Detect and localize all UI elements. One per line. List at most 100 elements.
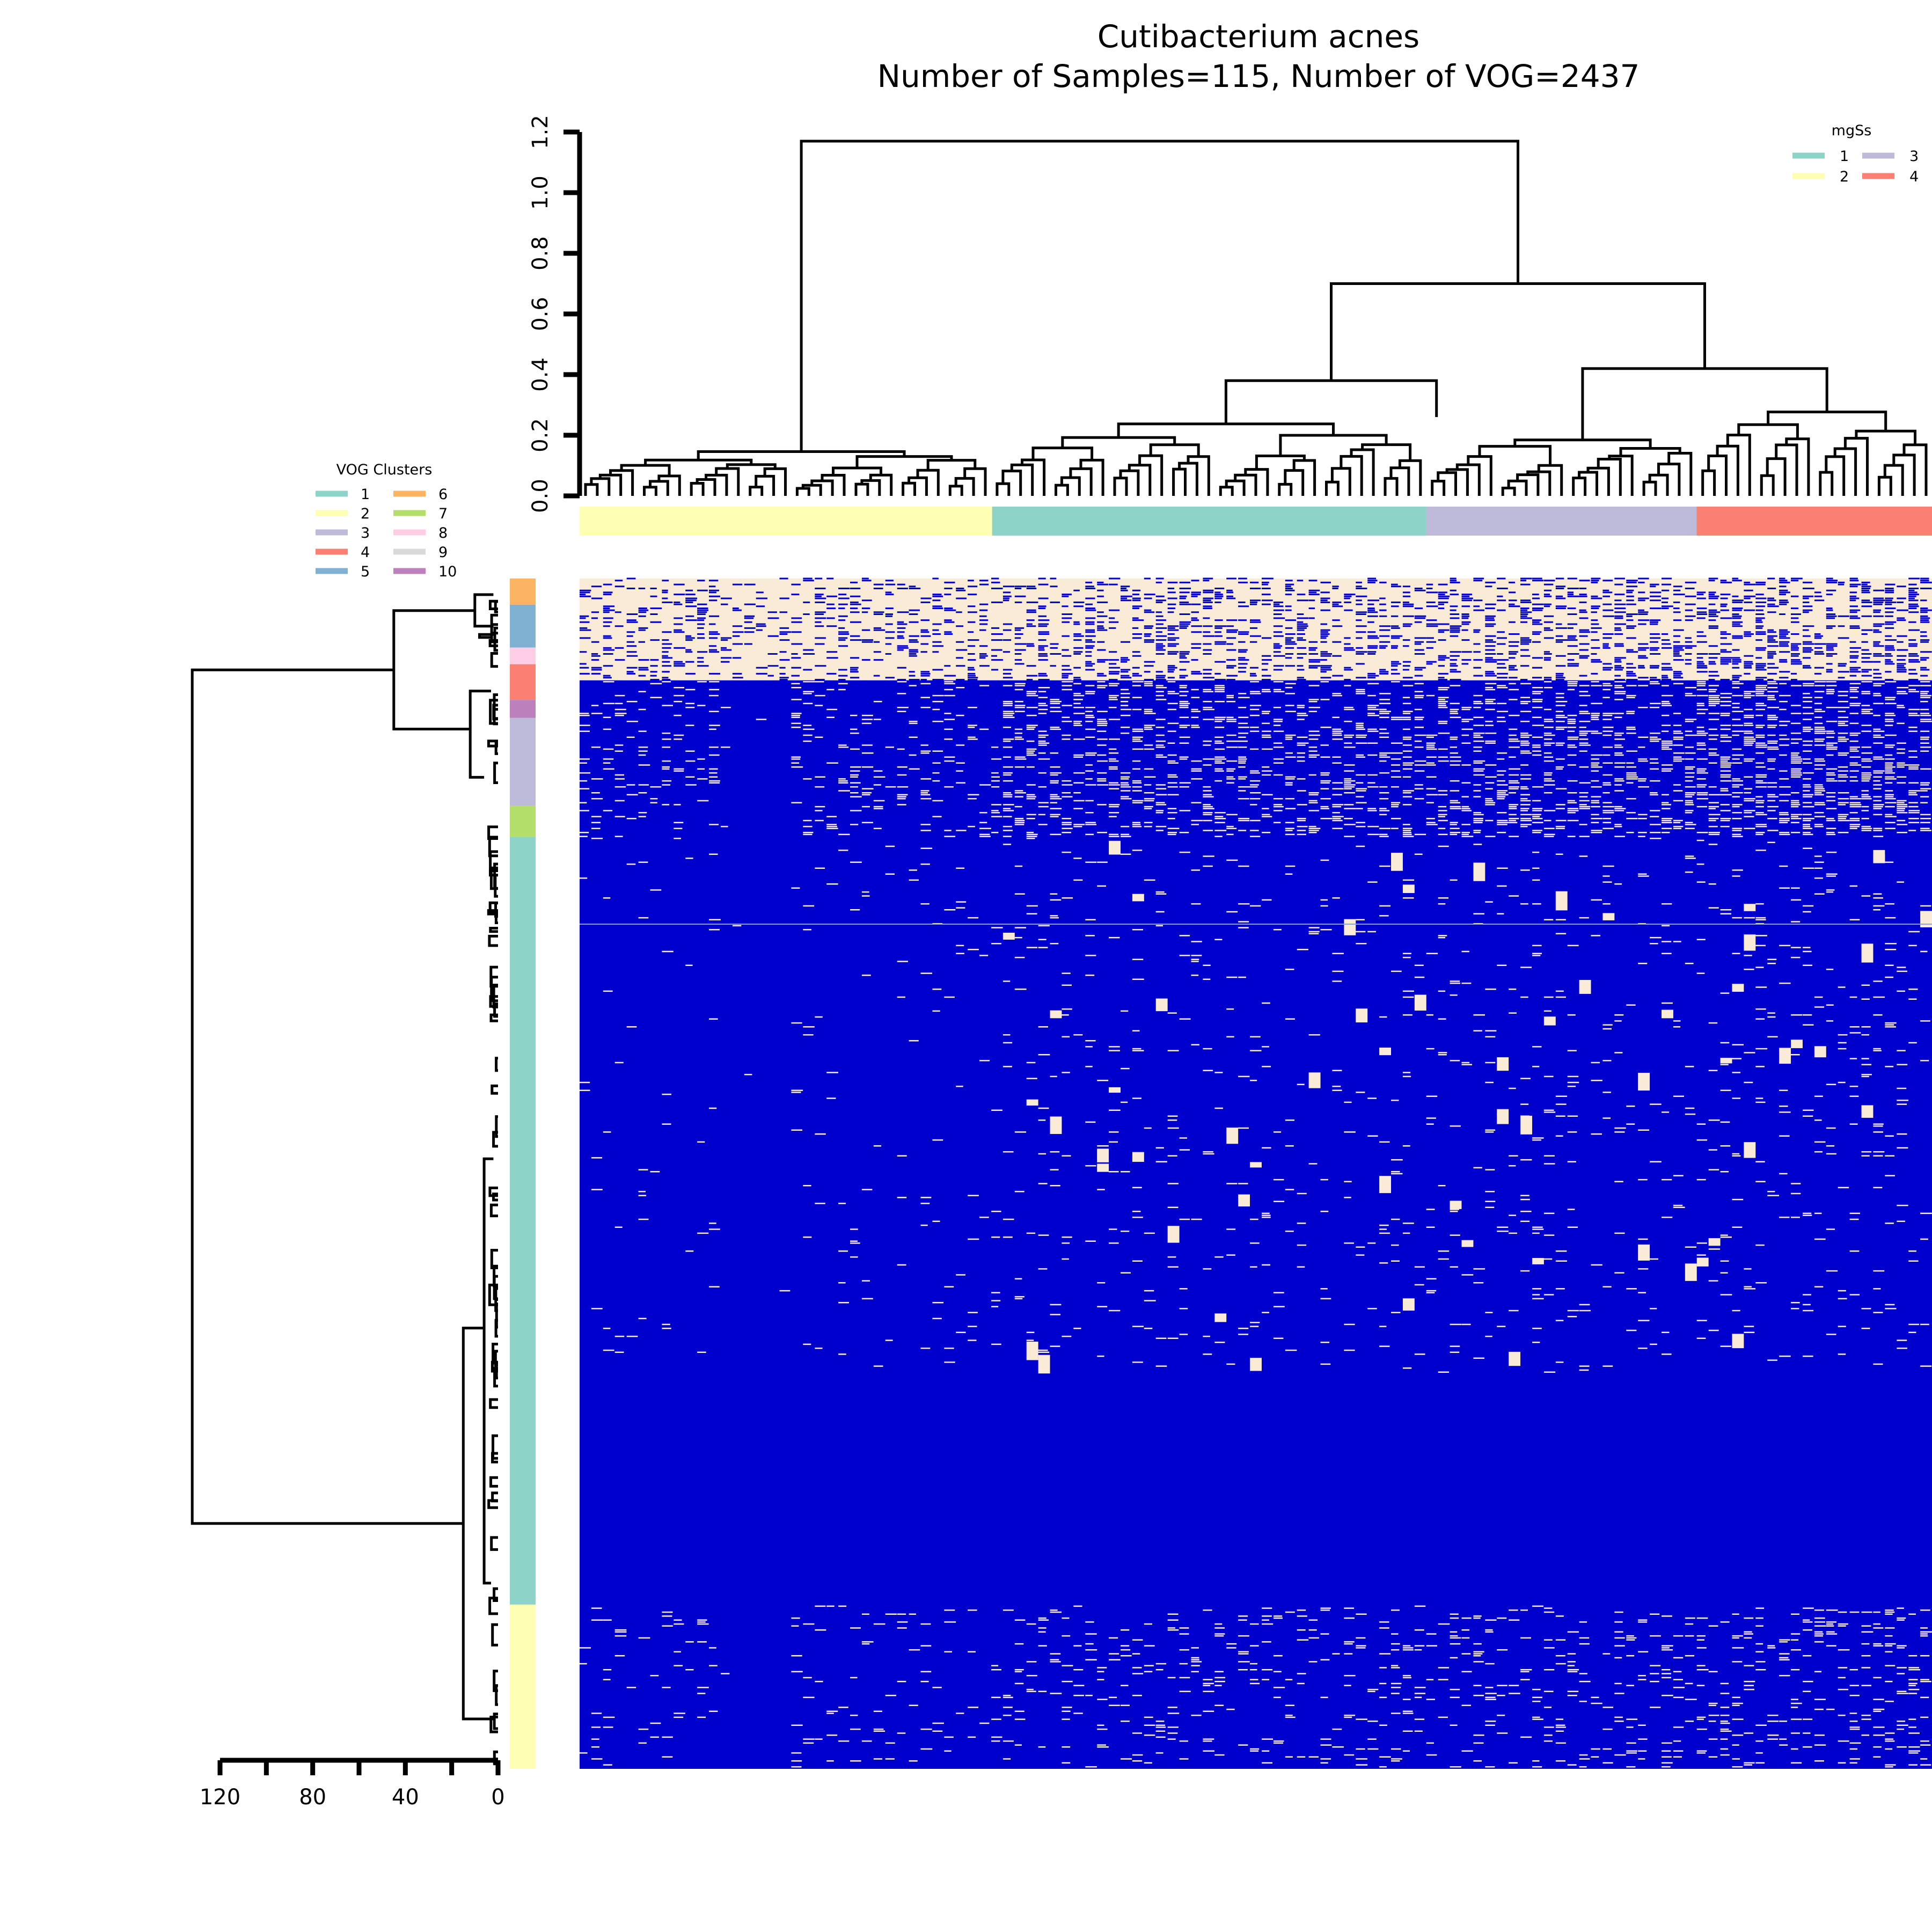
column-axis-tick-label: 0.2 xyxy=(528,418,553,452)
vog-legend-label: 1 xyxy=(361,486,370,503)
mgSs-bar-segment xyxy=(1696,507,1932,536)
column-axis-tick-label: 0.6 xyxy=(528,297,553,331)
heatmap-absent-marks xyxy=(580,680,1932,1768)
heatmap-absent-block xyxy=(1214,1313,1227,1322)
heatmap-absent-block xyxy=(1050,1116,1062,1135)
mgSs-bar-segment xyxy=(992,507,1426,536)
heatmap-absent-block xyxy=(1473,862,1485,881)
mgSs-bar-segment xyxy=(1426,507,1697,536)
heatmap-absent-block xyxy=(1002,932,1015,940)
column-dendrogram-axis: 0.0 0.2 0.4 0.6 0.8 1.0 1.2 xyxy=(528,115,582,513)
row-axis-tick-label: 80 xyxy=(299,1785,326,1810)
chart-subtitle: Number of Samples=115, Number of VOG=243… xyxy=(877,58,1640,94)
heatmap-absent-block xyxy=(1414,994,1426,1011)
vog-bar-segment xyxy=(510,664,536,700)
heatmap-absent-block xyxy=(1720,1058,1732,1064)
heatmap-absent-block xyxy=(1379,1176,1391,1194)
row-axis-tick-label: 120 xyxy=(200,1785,240,1810)
heatmap-absent-block xyxy=(1308,1072,1321,1088)
vog-bar-segment xyxy=(510,1604,536,1769)
heatmap-absent-block xyxy=(1732,1334,1744,1349)
mgSs-legend-title: mgSs xyxy=(1832,122,1872,139)
heatmap-absent-block xyxy=(1744,1142,1756,1158)
heatmap-absent-block xyxy=(1638,1073,1650,1091)
vog-legend-label: 3 xyxy=(361,525,370,541)
heatmap-absent-block xyxy=(1026,1099,1038,1106)
vog-bar-segment xyxy=(510,579,536,605)
mgSs-legend: mgSs 1 2 3 4 xyxy=(1792,122,1919,185)
vog-bar-segment xyxy=(510,806,536,837)
heatmap-absent-block xyxy=(1132,1152,1144,1162)
heatmap-absent-block xyxy=(1685,1263,1697,1281)
heatmap-absent-block xyxy=(1097,1163,1109,1172)
heatmap-absent-block xyxy=(1708,1238,1721,1246)
heatmap-absent-block xyxy=(1732,984,1744,992)
mgSs-legend-label: 2 xyxy=(1840,169,1849,185)
heatmap-absent-block xyxy=(1250,1358,1262,1371)
heatmap-absent-block xyxy=(1026,1341,1038,1360)
heatmap-absent-block xyxy=(1744,934,1756,951)
heatmap-absent-block xyxy=(1402,884,1415,894)
heatmap-absent-block xyxy=(1132,894,1144,902)
row-dendrogram xyxy=(191,593,498,1766)
heatmap-absent-block xyxy=(1662,1009,1673,1019)
heatmap-absent-block xyxy=(1873,854,1885,863)
column-axis-tick-label: 1.2 xyxy=(528,115,553,149)
heatmap-absent-block xyxy=(1391,852,1403,871)
heatmap-absent-block xyxy=(1109,840,1121,855)
vog-bar-segment xyxy=(510,604,536,648)
heatmap-absent-block xyxy=(1167,1226,1180,1243)
heatmap-present-marks xyxy=(580,577,1932,680)
heatmap-absent-block xyxy=(1402,1298,1415,1311)
heatmap-absent-block xyxy=(1696,1257,1709,1267)
vog-legend-label: 5 xyxy=(361,564,370,580)
mgSs-bar-segment xyxy=(580,507,992,536)
heatmap-absent-block xyxy=(1097,1148,1109,1162)
heatmap-absent-block xyxy=(1579,979,1591,994)
heatmap-absent-block xyxy=(1497,1057,1509,1071)
heatmap-absent-block xyxy=(1555,891,1568,911)
heatmap-absent-block xyxy=(1250,1162,1262,1168)
row-axis-tick-label: 0 xyxy=(491,1785,504,1810)
vog-legend-label: 2 xyxy=(361,506,370,522)
row-dendrogram-axis: 120 80 40 0 xyxy=(200,1758,505,1810)
heatmap-absent-block xyxy=(1532,1258,1544,1264)
vog-legend-label: 9 xyxy=(438,544,448,561)
heatmap-absent-block xyxy=(1920,911,1932,927)
column-dendrogram xyxy=(584,140,1928,496)
heatmap-absent-block xyxy=(1109,1087,1121,1093)
vog-legend-label: 4 xyxy=(361,544,370,561)
heatmap-absent-block xyxy=(1155,998,1168,1012)
heatmap-absent-block xyxy=(1520,1116,1532,1135)
heatmap-absent-block xyxy=(1050,1010,1062,1019)
mgSs-legend-label: 4 xyxy=(1909,169,1919,185)
heatmap-absent-block xyxy=(1226,1128,1239,1144)
heatmap-absent-block xyxy=(1450,1201,1462,1209)
column-axis-tick-label: 1.0 xyxy=(528,175,553,210)
row-dendrogram-links xyxy=(191,593,498,1766)
heatmap-absent-block xyxy=(1861,1105,1874,1118)
heatmap-absent-block xyxy=(1861,943,1874,963)
vog-legend-label: 7 xyxy=(438,506,448,522)
vog-bar-segment xyxy=(510,837,536,1605)
vog-bar-segment xyxy=(510,647,536,664)
vog-clusters-legend: VOG Clusters 1 2 3 4 5 6 7 8 9 10 xyxy=(316,462,457,580)
mgSs-legend-label: 1 xyxy=(1840,148,1849,165)
heatmap-absent-band xyxy=(580,579,1932,680)
heatmap-absent-block xyxy=(1509,1351,1521,1366)
vog-legend-label: 10 xyxy=(438,564,457,580)
column-dendrogram-links xyxy=(584,140,1928,496)
heatmap-absent-block xyxy=(1791,1040,1803,1049)
heatmap-absent-block xyxy=(1543,1016,1556,1026)
heatmap-matrix xyxy=(580,577,1932,1769)
heatmap-absent-block xyxy=(1814,1046,1826,1058)
vog-cluster-color-bar xyxy=(510,579,536,1769)
heatmap-absent-block xyxy=(1638,1244,1650,1261)
heatmap-absent-block xyxy=(1379,1048,1391,1056)
vog-bar-segment xyxy=(510,718,536,806)
heatmap-absent-block xyxy=(1238,1194,1250,1207)
heatmap-absent-block xyxy=(1779,1048,1791,1064)
heatmap-background xyxy=(580,579,1932,1769)
heatmap-absent-block xyxy=(1461,1240,1474,1247)
